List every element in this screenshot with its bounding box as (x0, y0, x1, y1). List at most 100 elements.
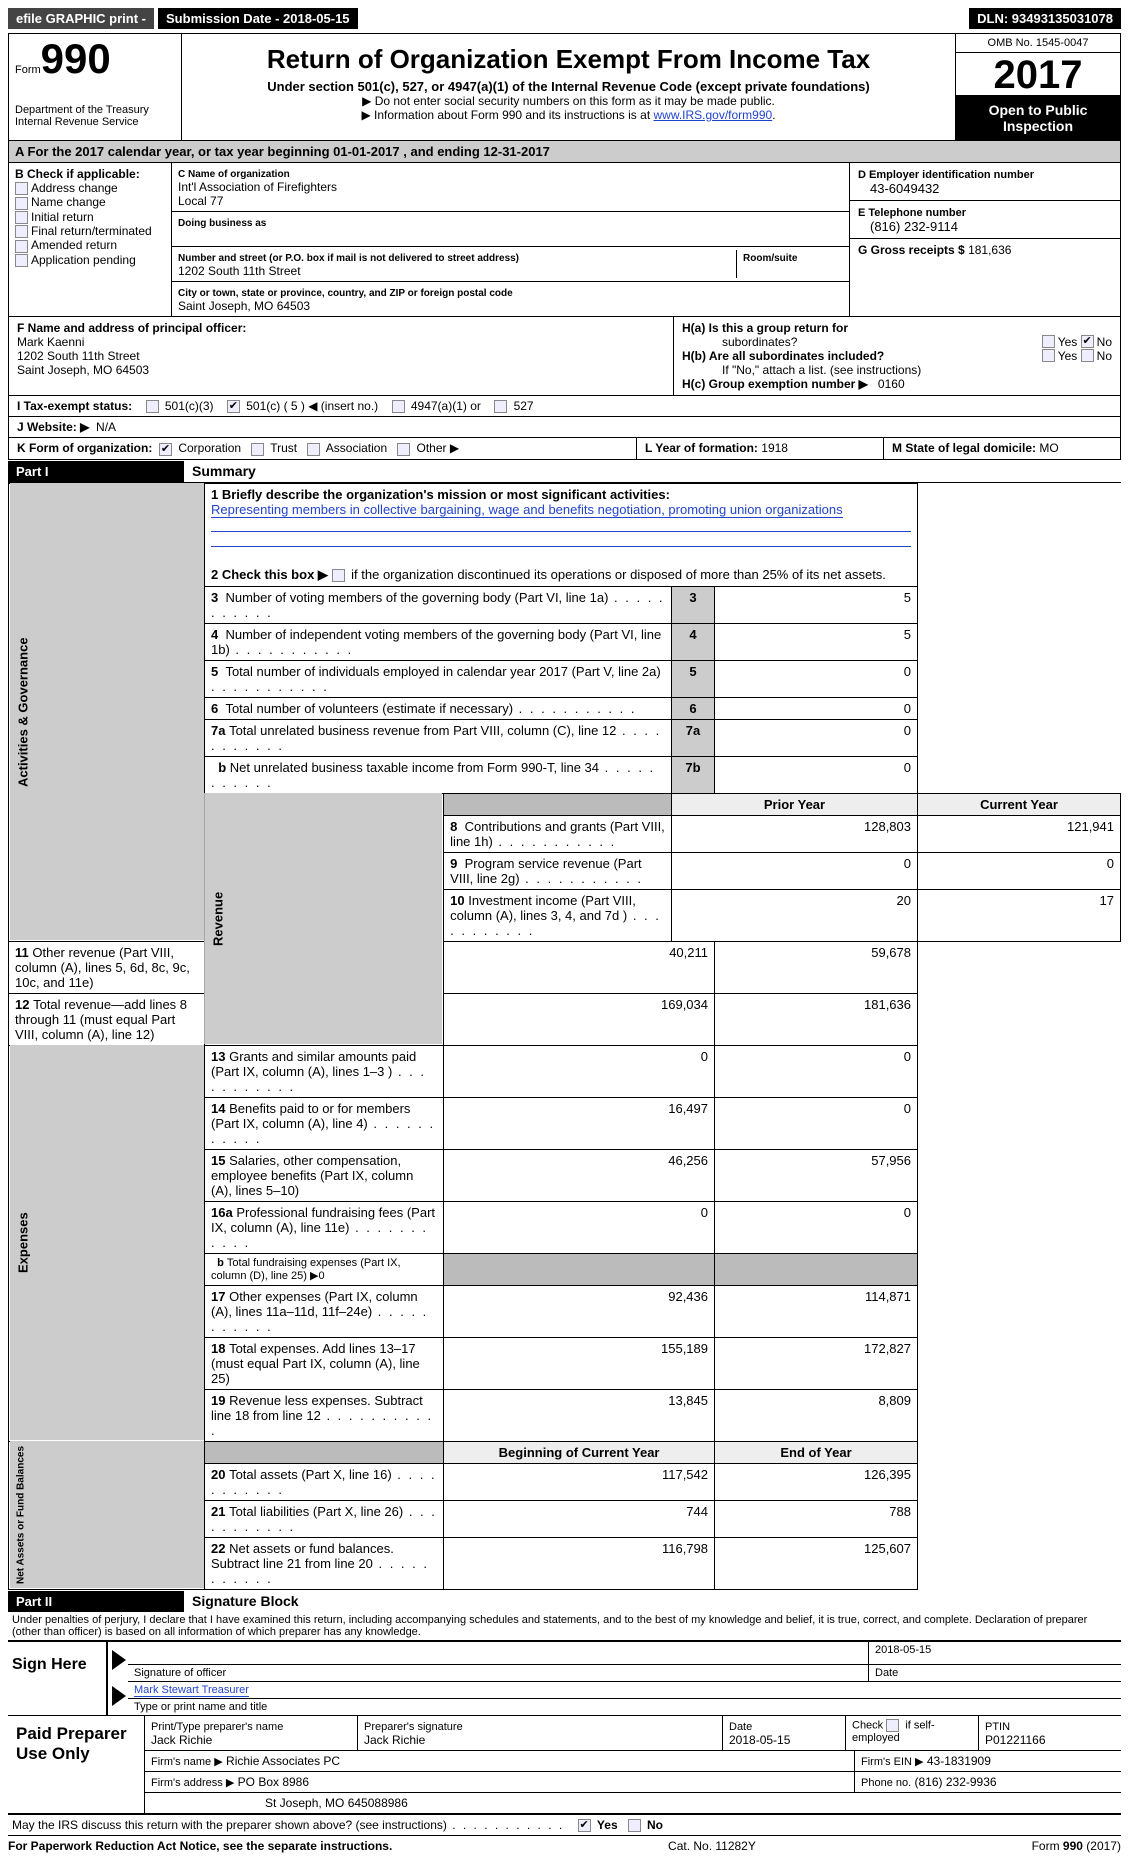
street-label: Number and street (or P.O. box if mail i… (178, 253, 519, 264)
org-name-label: C Name of organization (178, 169, 290, 180)
sig-officer-label: Signature of officer (128, 1665, 868, 1681)
row-i-tax-status: I Tax-exempt status: 501(c)(3) 501(c) ( … (8, 396, 1121, 417)
note-info-prefix: ▶ Information about Form 990 and its ins… (361, 108, 653, 122)
row-j-website: J Website: ▶ N/A (8, 417, 1121, 438)
dba-label: Doing business as (178, 218, 266, 229)
cb-name-change[interactable] (15, 197, 28, 210)
officer-label: F Name and address of principal officer: (17, 321, 246, 335)
street-value: 1202 South 11th Street (178, 264, 301, 278)
perjury-statement: Under penalties of perjury, I declare th… (8, 1612, 1121, 1640)
officer-name: Mark Kaenni (17, 335, 84, 349)
paid-preparer-heading: Paid Preparer Use Only (8, 1716, 145, 1813)
cb-ha-yes[interactable] (1042, 335, 1055, 348)
part2-title: Signature Block (184, 1590, 307, 1612)
col-prior-year: Prior Year (672, 793, 918, 815)
arrow-icon (112, 1686, 126, 1706)
cb-discuss-no[interactable] (628, 1819, 641, 1832)
sign-here: Sign Here (8, 1642, 108, 1715)
cb-amended-return[interactable] (15, 240, 28, 253)
form-word: Form (15, 64, 41, 76)
tax-year: 2017 (956, 53, 1120, 96)
open-to-public-1: Open to Public (956, 102, 1120, 118)
cb-initial-return[interactable] (15, 211, 28, 224)
ptin-value: P01221166 (985, 1733, 1046, 1747)
cb-self-employed[interactable] (886, 1719, 899, 1732)
submission-date: Submission Date - 2018-05-15 (158, 8, 358, 29)
hc-label: H(c) Group exemption number ▶ (682, 377, 868, 391)
hc-value: 0160 (878, 377, 905, 391)
section-a-period: A For the 2017 calendar year, or tax yea… (8, 141, 1121, 163)
footer: For Paperwork Reduction Act Notice, see … (8, 1835, 1121, 1856)
discuss-row: May the IRS discuss this return with the… (8, 1815, 1121, 1835)
footer-right: Form 990 (2017) (1032, 1839, 1121, 1853)
form-header: Form990 Department of the Treasury Inter… (8, 33, 1121, 141)
firm-ein: 43-1831909 (927, 1754, 991, 1768)
cb-application-pending[interactable] (15, 254, 28, 267)
dln: DLN: 93493135031078 (969, 8, 1121, 29)
cb-527[interactable] (494, 400, 507, 413)
form-subtitle: Under section 501(c), 527, or 4947(a)(1)… (192, 79, 945, 94)
firm-name: Richie Associates PC (226, 1754, 340, 1768)
footer-left: For Paperwork Reduction Act Notice, see … (8, 1839, 392, 1853)
ha-label: H(a) Is this a group return for (682, 321, 848, 335)
form-number: 990 (41, 35, 111, 82)
cb-trust[interactable] (251, 443, 264, 456)
vlabel-expenses: Expenses (9, 1045, 205, 1441)
org-name-2: Local 77 (178, 194, 223, 208)
firm-phone: (816) 232-9936 (915, 1775, 997, 1789)
paid-preparer-section: Paid Preparer Use Only Print/Type prepar… (8, 1716, 1121, 1815)
preparer-name: Jack Richie (151, 1733, 212, 1747)
cb-4947[interactable] (392, 400, 405, 413)
cb-hb-yes[interactable] (1042, 349, 1055, 362)
preparer-sig: Jack Richie (364, 1733, 425, 1747)
type-name-label: Type or print name and title (128, 1699, 273, 1715)
top-bar: efile GRAPHIC print - Submission Date - … (8, 8, 1121, 29)
col-beginning-year: Beginning of Current Year (444, 1441, 715, 1463)
vlabel-net-assets: Net Assets or Fund Balances (9, 1441, 205, 1589)
gross-value: 181,636 (968, 243, 1011, 257)
section-b-heading: B Check if applicable: (15, 167, 165, 181)
city-label: City or town, state or province, country… (178, 288, 513, 299)
cb-ha-no[interactable] (1081, 335, 1094, 348)
city-value: Saint Joseph, MO 64503 (178, 299, 310, 313)
phone-label: E Telephone number (858, 207, 966, 219)
room-label: Room/suite (743, 253, 797, 264)
cb-501c[interactable] (227, 400, 240, 413)
firm-addr2: St Joseph, MO 645088986 (145, 1793, 1121, 1813)
cb-corporation[interactable] (159, 443, 172, 456)
ha-sub: subordinates? (682, 335, 797, 349)
org-name-1: Int'l Association of Firefighters (178, 180, 337, 194)
part1-bar: Part I (8, 461, 184, 482)
line1-label: 1 Briefly describe the organization's mi… (211, 487, 670, 502)
cb-final-return[interactable] (15, 225, 28, 238)
vlabel-revenue: Revenue (204, 793, 443, 1045)
cb-hb-no[interactable] (1081, 349, 1094, 362)
cb-other[interactable] (397, 443, 410, 456)
footer-mid: Cat. No. 11282Y (668, 1839, 756, 1853)
cb-discontinued[interactable] (332, 569, 345, 582)
efile-label: efile GRAPHIC print - (8, 8, 154, 29)
line1-value: Representing members in collective barga… (211, 502, 843, 518)
vlabel-governance: Activities & Governance (9, 483, 205, 941)
irs-link[interactable]: www.IRS.gov/form990 (653, 108, 772, 122)
col-current-year: Current Year (918, 793, 1121, 815)
cb-address-change[interactable] (15, 182, 28, 195)
officer-group-row: F Name and address of principal officer:… (8, 317, 1121, 396)
dept-line1: Department of the Treasury (15, 104, 175, 116)
cb-discuss-yes[interactable] (578, 1819, 591, 1832)
part2-bar: Part II (8, 1591, 184, 1612)
omb-number: OMB No. 1545-0047 (956, 34, 1120, 53)
preparer-date: 2018-05-15 (729, 1733, 790, 1747)
officer-addr2: Saint Joseph, MO 64503 (17, 363, 149, 377)
dept-line2: Internal Revenue Service (15, 116, 175, 128)
cb-association[interactable] (307, 443, 320, 456)
arrow-icon (112, 1650, 126, 1670)
part1-table: Activities & Governance 1 Briefly descri… (8, 483, 1121, 1590)
phone-value: (816) 232-9114 (858, 219, 1112, 234)
open-to-public-2: Inspection (956, 118, 1120, 134)
officer-name-title: Mark Stewart Treasurer (134, 1684, 249, 1697)
row-klm: K Form of organization: Corporation Trus… (8, 438, 1121, 459)
hb-note: If "No," attach a list. (see instruction… (682, 363, 1112, 377)
gross-label: G Gross receipts $ (858, 243, 965, 257)
cb-501c3[interactable] (146, 400, 159, 413)
